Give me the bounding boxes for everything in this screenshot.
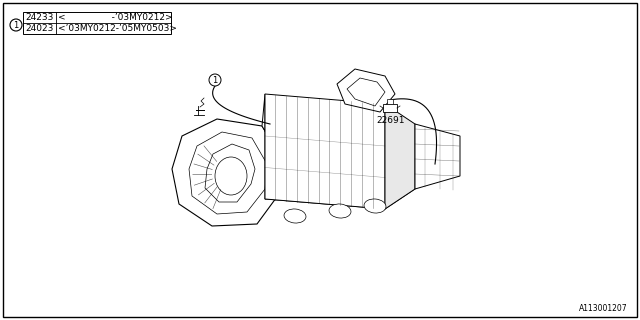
- Ellipse shape: [329, 204, 351, 218]
- Bar: [383, 104, 397, 112]
- Circle shape: [10, 19, 22, 31]
- Polygon shape: [262, 94, 282, 199]
- Circle shape: [209, 74, 221, 86]
- Text: <                -’03MY0212>: < -’03MY0212>: [58, 13, 173, 22]
- Text: 22691: 22691: [376, 116, 404, 124]
- Ellipse shape: [364, 199, 386, 213]
- Text: <’03MY0212-’05MY0503>: <’03MY0212-’05MY0503>: [58, 24, 177, 33]
- Polygon shape: [265, 179, 415, 209]
- Polygon shape: [265, 94, 385, 209]
- Text: 1: 1: [212, 76, 218, 84]
- Bar: [387, 99, 393, 104]
- Text: A113001207: A113001207: [579, 304, 628, 313]
- Ellipse shape: [284, 209, 306, 223]
- Text: 24023: 24023: [25, 24, 53, 33]
- Polygon shape: [337, 69, 395, 112]
- Text: 24233: 24233: [25, 13, 53, 22]
- Bar: [23, 12, 171, 34]
- Polygon shape: [415, 124, 460, 189]
- Polygon shape: [385, 104, 415, 209]
- Polygon shape: [172, 119, 282, 226]
- Text: 1: 1: [13, 20, 19, 29]
